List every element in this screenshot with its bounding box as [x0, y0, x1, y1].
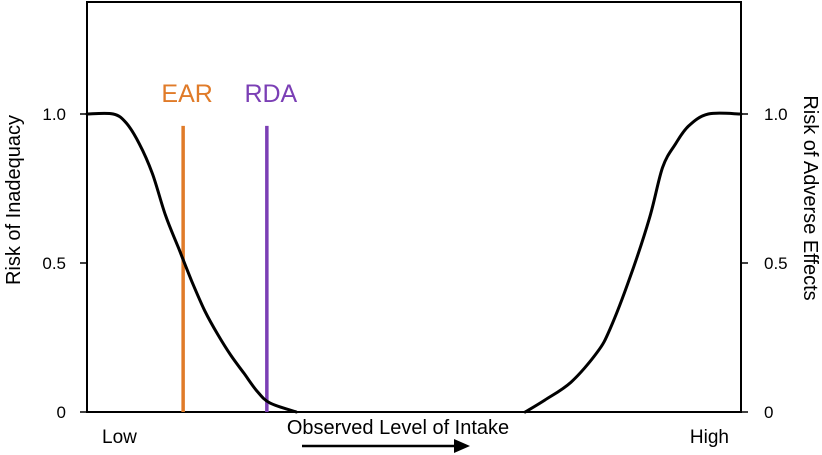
rda-label: RDA: [244, 80, 297, 108]
inadequacy-risk-curve: [85, 111, 298, 414]
left-axis-title: Risk of Inadequacy: [3, 115, 25, 285]
left-y-ticks: 0 0.5 1.0: [42, 105, 87, 422]
left-tick-label-0: 0: [57, 403, 66, 422]
right-tick-label-2: 1.0: [764, 105, 788, 124]
right-tick-label-1: 0.5: [764, 254, 788, 273]
x-low-label: Low: [102, 427, 137, 448]
ear-label: EAR: [161, 80, 212, 108]
right-y-ticks: 0 0.5 1.0: [741, 105, 788, 422]
right-tick-label-0: 0: [764, 403, 773, 422]
left-tick-label-2: 1.0: [42, 105, 66, 124]
curve-layer: [85, 111, 743, 414]
plot-frame: [86, 1, 742, 413]
x-high-label: High: [690, 427, 729, 448]
direction-arrow-head: [454, 439, 470, 453]
left-tick-label-1: 0.5: [42, 254, 66, 273]
right-axis-title: Risk of Adverse Effects: [799, 95, 821, 300]
direction-arrow: [302, 439, 470, 453]
x-axis-title: Observed Level of Intake: [287, 417, 509, 439]
adverse-effects-risk-curve: [523, 111, 743, 414]
marker-layer: EAR RDA: [161, 80, 298, 412]
